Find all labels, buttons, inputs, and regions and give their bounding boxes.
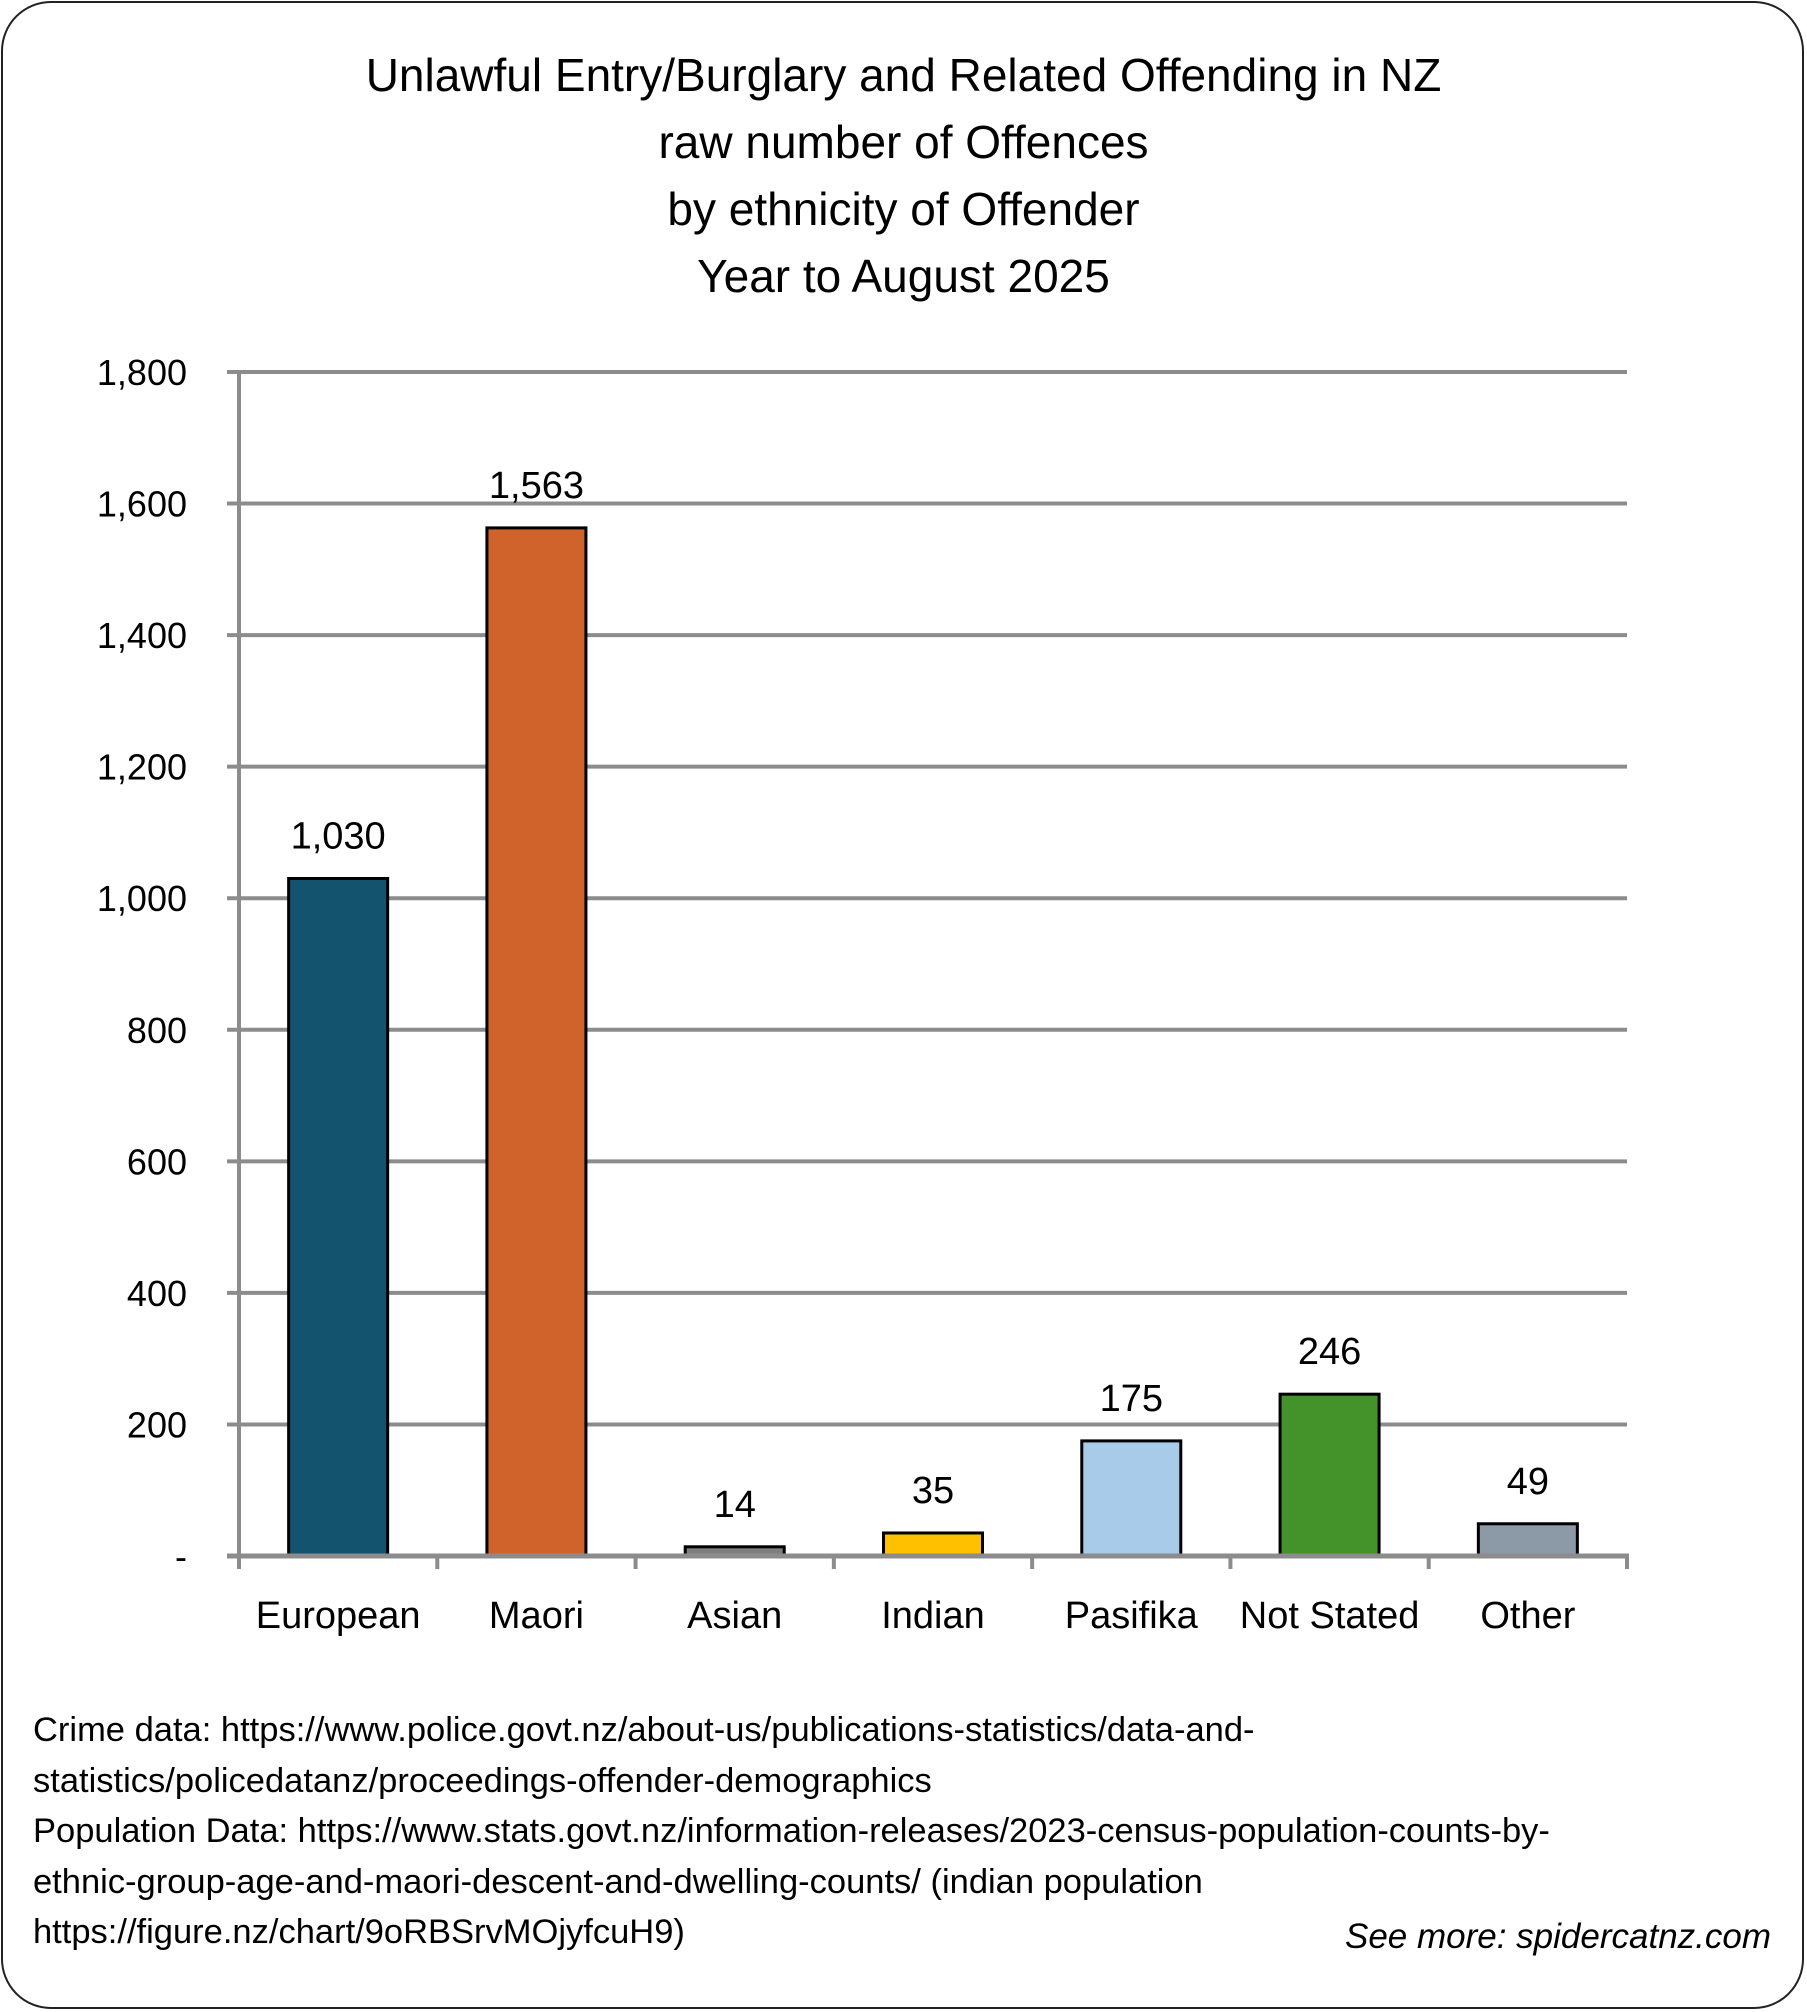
source-line: https://figure.nz/chart/9oRBSrvMOjyfcuH9… <box>33 1913 685 1951</box>
y-tick-label: 600 <box>127 1141 187 1182</box>
source-line: ethnic-group-age-and-maori-descent-and-d… <box>33 1862 1203 1901</box>
bar-european <box>287 876 390 1558</box>
title-line-4: Year to August 2025 <box>697 250 1110 302</box>
x-tick-label: Indian <box>881 1595 985 1637</box>
data-label: 49 <box>1507 1461 1549 1503</box>
source-line: Population Data: https://www.stats.govt.… <box>33 1812 1550 1850</box>
chart-title: Unlawful Entry/Burglary and Related Offe… <box>0 42 1807 310</box>
y-tick-label: 800 <box>127 1010 187 1051</box>
title-line-3: by ethnicity of Offender <box>667 183 1140 235</box>
data-label: 175 <box>1100 1378 1163 1420</box>
title-line-2: raw number of Offences <box>658 116 1149 168</box>
bar-not-stated <box>1278 1392 1381 1558</box>
x-tick-label: European <box>256 1595 421 1637</box>
data-label: 14 <box>714 1484 756 1526</box>
y-tick-label: - <box>175 1536 187 1577</box>
x-tick-label: Not Stated <box>1240 1595 1420 1637</box>
x-tick-label: Other <box>1480 1595 1575 1637</box>
bar-pasifika <box>1080 1439 1183 1558</box>
data-label: 1,030 <box>291 815 386 857</box>
y-tick-label: 1,400 <box>97 615 187 656</box>
y-tick-label: 1,800 <box>97 352 187 393</box>
x-tick-label: Asian <box>687 1595 782 1637</box>
y-tick-label: 400 <box>127 1273 187 1314</box>
data-label: 246 <box>1298 1331 1361 1373</box>
x-tick-label: Pasifika <box>1065 1595 1199 1637</box>
source-line: statistics/policedatanz/proceedings-offe… <box>33 1761 932 1800</box>
y-tick-label: 1,000 <box>97 878 187 919</box>
bar-other <box>1476 1522 1579 1558</box>
y-tick-label: 200 <box>127 1404 187 1445</box>
x-tick-label: Maori <box>489 1595 584 1637</box>
y-tick-label: 1,600 <box>97 484 187 525</box>
title-line-1: Unlawful Entry/Burglary and Related Offe… <box>365 49 1442 101</box>
bar-indian <box>882 1531 984 1558</box>
bar-chart: - 200 400 600 800 1,000 1,200 1,400 1,600 1,800 1,… <box>97 352 1629 1637</box>
data-label: 1,563 <box>489 465 584 507</box>
source-line: Crime data: https://www.police.govt.nz/a… <box>33 1711 1255 1749</box>
source-notes: Crime data: https://www.police.govt.nz/a… <box>33 1705 1550 1958</box>
bar-maori <box>485 526 588 1558</box>
y-tick-label: 1,200 <box>97 747 187 788</box>
see-more-credit: See more: spidercatnz.com <box>1344 1917 1771 1956</box>
data-label: 35 <box>912 1470 954 1512</box>
